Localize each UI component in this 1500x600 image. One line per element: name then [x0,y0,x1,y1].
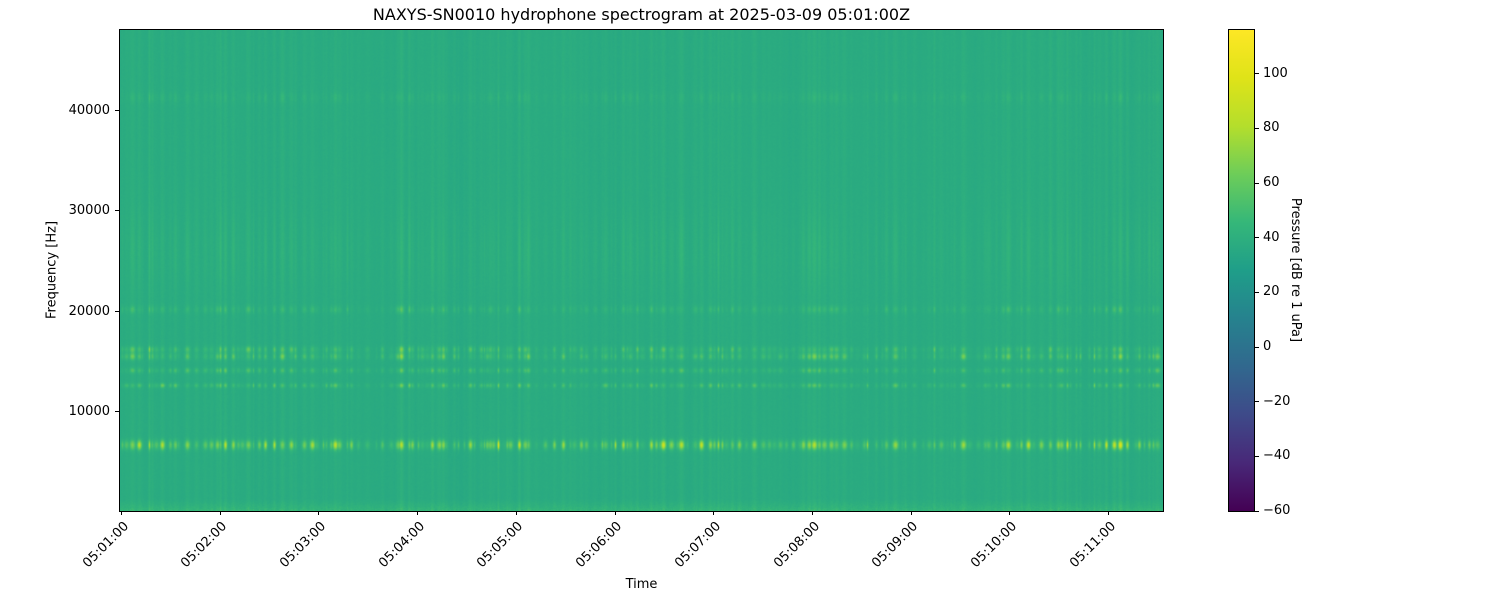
colorbar-tick-mark [1255,455,1259,457]
x-tick-mark [811,511,813,515]
x-tick-mark [515,511,517,515]
x-tick-mark [1108,511,1109,515]
colorbar-tick-label: 40 [1263,229,1280,245]
x-tick-label: 05:11:00 [1066,519,1119,571]
plot-area [119,29,1164,512]
y-tick-label: 40000 [68,103,110,119]
x-tick-mark [121,511,122,515]
x-tick-label: 05:03:00 [277,519,329,571]
colorbar-tick-mark [1255,237,1259,239]
x-tick-mark [910,511,912,515]
y-tick-label: 20000 [68,303,110,319]
colorbar-tick-label: 60 [1263,175,1280,191]
x-tick-mark [417,511,419,515]
x-tick-mark [614,511,616,515]
colorbar-tick-mark [1255,182,1259,184]
y-tick-mark [115,410,119,412]
y-tick-label: 10000 [68,403,110,419]
colorbar-tick-mark [1255,291,1259,293]
x-tick-label: 05:07:00 [671,519,724,571]
y-tick-mark [115,310,119,312]
colorbar-tick-label: −40 [1263,448,1291,464]
colorbar-label: Pressure [dB re 1 uPa] [1288,197,1303,343]
colorbar-tick-label: −60 [1263,503,1291,518]
colorbar-tick-mark [1255,73,1259,75]
x-tick-label: 05:09:00 [869,519,922,571]
x-tick-label: 05:01:00 [79,519,132,571]
x-tick-label: 05:02:00 [178,519,231,571]
x-tick-label: 05:08:00 [770,519,823,571]
colorbar-tick-label: 20 [1263,284,1280,300]
colorbar-tick-mark [1255,127,1259,129]
x-tick-label: 05:06:00 [573,519,626,571]
x-tick-label: 05:04:00 [375,519,428,571]
colorbar-tick-mark [1255,346,1259,348]
y-tick-label: 30000 [68,203,110,219]
colorbar-tick-label: 100 [1263,65,1288,81]
colorbar-tick-label: −20 [1263,393,1291,409]
x-tick-label: 05:05:00 [474,519,527,571]
colorbar [1228,29,1255,512]
x-axis-label: Time [625,577,658,592]
y-tick-mark [115,110,119,112]
colorbar-tick-label: 0 [1263,339,1272,355]
x-tick-mark [1009,511,1011,515]
chart-title: NAXYS-SN0010 hydrophone spectrogram at 2… [372,5,911,24]
colorbar-tick-mark [1255,510,1259,512]
spectrogram-canvas [120,30,1163,511]
colorbar-tick-mark [1255,401,1259,403]
colorbar-tick-label: 80 [1263,120,1280,136]
x-tick-label: 05:10:00 [968,519,1020,571]
x-tick-mark [219,511,221,515]
y-tick-mark [115,210,119,212]
x-tick-mark [713,511,715,515]
x-tick-mark [318,511,320,515]
